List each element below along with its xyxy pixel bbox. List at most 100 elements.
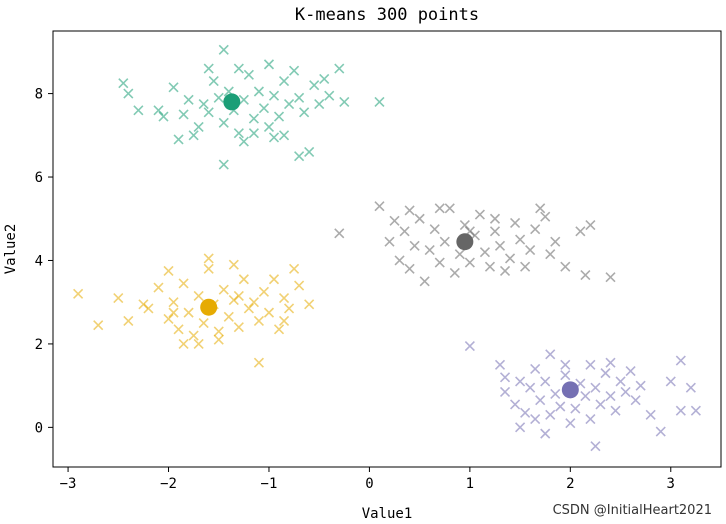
data-point [113, 292, 124, 304]
y-axis: 0 2 4 6 8 [35, 87, 53, 436]
data-point [178, 338, 189, 349]
data-point [590, 441, 601, 452]
data-point [494, 240, 506, 251]
data-point [243, 303, 254, 314]
data-point [253, 357, 264, 368]
data-point [535, 203, 546, 214]
data-point [203, 253, 214, 264]
data-point [233, 290, 244, 302]
data-point [499, 265, 511, 276]
data-point [515, 234, 526, 245]
data-point [183, 307, 194, 318]
data-point [93, 320, 104, 331]
data-point [334, 228, 345, 239]
data-point [233, 63, 244, 74]
data-point [560, 261, 571, 272]
data-point [278, 130, 290, 141]
data-point [510, 217, 521, 228]
data-point [163, 265, 174, 276]
data-point [685, 382, 696, 393]
data-point [188, 330, 199, 341]
data-point [540, 211, 551, 222]
data-point [178, 278, 189, 289]
data-point [515, 376, 526, 387]
data-point [530, 363, 541, 375]
data-point [218, 284, 229, 295]
data-point [499, 386, 511, 397]
data-point [374, 96, 385, 107]
data-point [324, 90, 335, 101]
y-tick-label: 6 [35, 170, 43, 186]
data-point [645, 409, 656, 420]
data-point [565, 418, 576, 429]
data-point [268, 90, 280, 101]
cluster-center [456, 233, 474, 251]
data-point [434, 257, 445, 268]
data-point [193, 290, 204, 302]
data-point [429, 224, 440, 235]
data-point [168, 297, 179, 308]
data-point [273, 111, 285, 122]
cluster-center [561, 381, 579, 399]
data-point [515, 422, 526, 433]
y-axis-label: Value2 [3, 224, 19, 275]
data-point [118, 78, 129, 89]
data-point [454, 249, 465, 260]
data-point [404, 263, 415, 274]
data-point [414, 213, 425, 224]
y-tick-label: 2 [35, 337, 43, 353]
data-point [545, 349, 556, 360]
data-point [273, 324, 285, 335]
data-point [123, 88, 134, 99]
data-point [675, 405, 686, 416]
cluster-centers [200, 93, 579, 399]
data-point [550, 388, 561, 400]
data-point [545, 249, 556, 260]
data-point [525, 382, 536, 393]
data-point [294, 151, 305, 162]
data-point [198, 98, 209, 110]
data-point [183, 94, 194, 105]
data-point [248, 297, 259, 308]
data-point [294, 92, 305, 103]
data-point [530, 413, 541, 425]
data-point [464, 340, 475, 352]
data-point [304, 146, 315, 158]
data-point [248, 113, 259, 124]
data-point [213, 92, 224, 103]
data-point [489, 213, 501, 224]
y-tick-label: 0 [35, 420, 43, 436]
data-point [690, 405, 701, 416]
data-point [339, 96, 350, 107]
x-axis-label: Value1 [362, 506, 413, 522]
data-point [540, 376, 551, 387]
data-point [203, 263, 214, 274]
data-point [228, 259, 239, 270]
data-point [253, 86, 264, 97]
data-point [258, 286, 270, 297]
data-point [439, 236, 450, 247]
y-tick-label: 8 [35, 87, 43, 103]
data-point [434, 203, 445, 214]
data-point [560, 370, 571, 381]
data-point [294, 280, 305, 291]
data-point [575, 226, 586, 237]
data-point [203, 63, 214, 74]
data-point [545, 409, 556, 420]
data-point [600, 368, 611, 379]
data-point [444, 203, 455, 214]
data-point [168, 82, 179, 93]
data-point [143, 303, 154, 314]
watermark: CSDN @InitialHeart2021 [552, 503, 712, 518]
data-point [168, 307, 179, 318]
data-point [73, 288, 84, 299]
data-point [665, 376, 676, 387]
data-point [268, 274, 280, 285]
data-point [590, 382, 601, 393]
data-point [289, 263, 300, 274]
cluster-center [200, 298, 218, 316]
data-point [409, 240, 420, 251]
x-tick-label: −3 [60, 476, 77, 492]
data-point [238, 274, 249, 285]
